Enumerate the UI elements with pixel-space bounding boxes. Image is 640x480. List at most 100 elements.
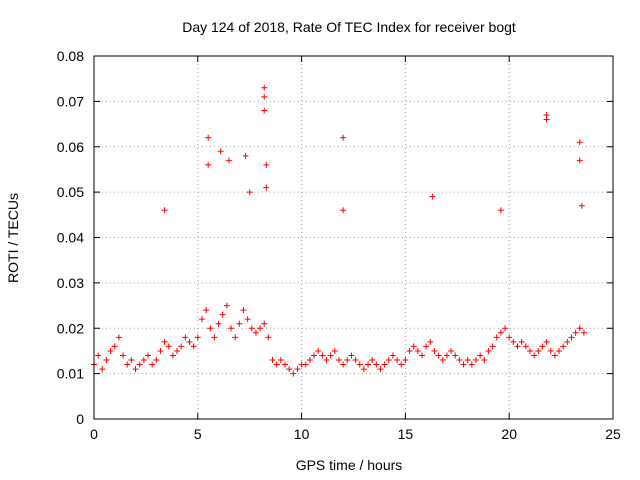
data-point (198, 316, 205, 323)
data-points (91, 84, 587, 377)
data-point (165, 343, 172, 350)
data-point (460, 361, 467, 368)
data-point (497, 207, 504, 214)
data-point (211, 334, 218, 341)
data-point (242, 152, 249, 159)
data-point (225, 157, 232, 164)
data-point (356, 361, 363, 368)
data-point (103, 357, 110, 364)
x-tick-label: 20 (501, 426, 517, 442)
y-tick-label: 0.01 (57, 366, 84, 382)
x-tick-label: 15 (398, 426, 414, 442)
data-point (315, 347, 322, 354)
data-point (398, 361, 405, 368)
data-point (477, 352, 484, 359)
data-point (464, 357, 471, 364)
axis-ticks: 0 5 10 15 20 25 0 0.01 0.02 0.03 0.04 0.05 0.06 0.07 0… (57, 48, 621, 442)
data-point (263, 161, 270, 168)
data-point (535, 347, 542, 354)
data-point (452, 352, 459, 359)
data-point (261, 84, 268, 91)
data-point (580, 329, 587, 336)
y-tick-label: 0.02 (57, 320, 84, 336)
data-point (543, 338, 550, 345)
data-point (95, 352, 102, 359)
data-point (551, 352, 558, 359)
data-point (522, 343, 529, 350)
data-point (269, 357, 276, 364)
data-point (294, 366, 301, 373)
data-point (223, 302, 230, 309)
data-point (107, 347, 114, 354)
data-point (481, 357, 488, 364)
y-tick-label: 0.04 (57, 230, 84, 246)
data-point (344, 357, 351, 364)
data-point (502, 325, 509, 332)
data-point (157, 347, 164, 354)
data-point (443, 352, 450, 359)
y-tick-label: 0.05 (57, 184, 84, 200)
data-point (348, 352, 355, 359)
data-point (406, 347, 413, 354)
data-point (360, 366, 367, 373)
data-point (136, 361, 143, 368)
data-point (340, 361, 347, 368)
x-tick-label: 0 (90, 426, 98, 442)
data-point (115, 334, 122, 341)
data-point (560, 343, 567, 350)
data-point (153, 357, 160, 364)
data-point (323, 357, 330, 364)
data-point (281, 361, 288, 368)
data-point (132, 366, 139, 373)
data-point (493, 334, 500, 341)
data-point (144, 352, 151, 359)
data-point (311, 352, 318, 359)
data-point (120, 352, 127, 359)
data-point (365, 361, 372, 368)
data-point (290, 370, 297, 377)
data-point (497, 329, 504, 336)
data-point (414, 347, 421, 354)
data-point (576, 325, 583, 332)
data-point (576, 139, 583, 146)
data-point (215, 320, 222, 327)
data-point (543, 116, 550, 123)
data-point (456, 357, 463, 364)
data-point (518, 338, 525, 345)
data-point (246, 189, 253, 196)
data-point (429, 193, 436, 200)
data-point (319, 352, 326, 359)
data-point (111, 343, 118, 350)
data-point (205, 134, 212, 141)
data-point (240, 307, 247, 314)
data-point (306, 357, 313, 364)
data-point (369, 357, 376, 364)
data-point (286, 366, 293, 373)
data-point (140, 357, 147, 364)
data-point (232, 334, 239, 341)
data-point (174, 347, 181, 354)
data-point (186, 338, 193, 345)
data-point (526, 347, 533, 354)
data-point (194, 334, 201, 341)
y-axis-label: ROTI / TECUs (5, 193, 21, 283)
data-point (263, 184, 270, 191)
data-point (273, 361, 280, 368)
data-point (578, 202, 585, 209)
data-point (435, 352, 442, 359)
data-point (556, 347, 563, 354)
data-point (265, 334, 272, 341)
data-point (576, 157, 583, 164)
data-point (568, 334, 575, 341)
data-point (236, 320, 243, 327)
data-point (410, 343, 417, 350)
data-point (219, 311, 226, 318)
data-point (244, 316, 251, 323)
data-point (261, 320, 268, 327)
data-point (302, 361, 309, 368)
data-point (248, 325, 255, 332)
data-point (228, 325, 235, 332)
y-tick-label: 0.07 (57, 93, 84, 109)
data-point (217, 148, 224, 155)
data-point (381, 361, 388, 368)
